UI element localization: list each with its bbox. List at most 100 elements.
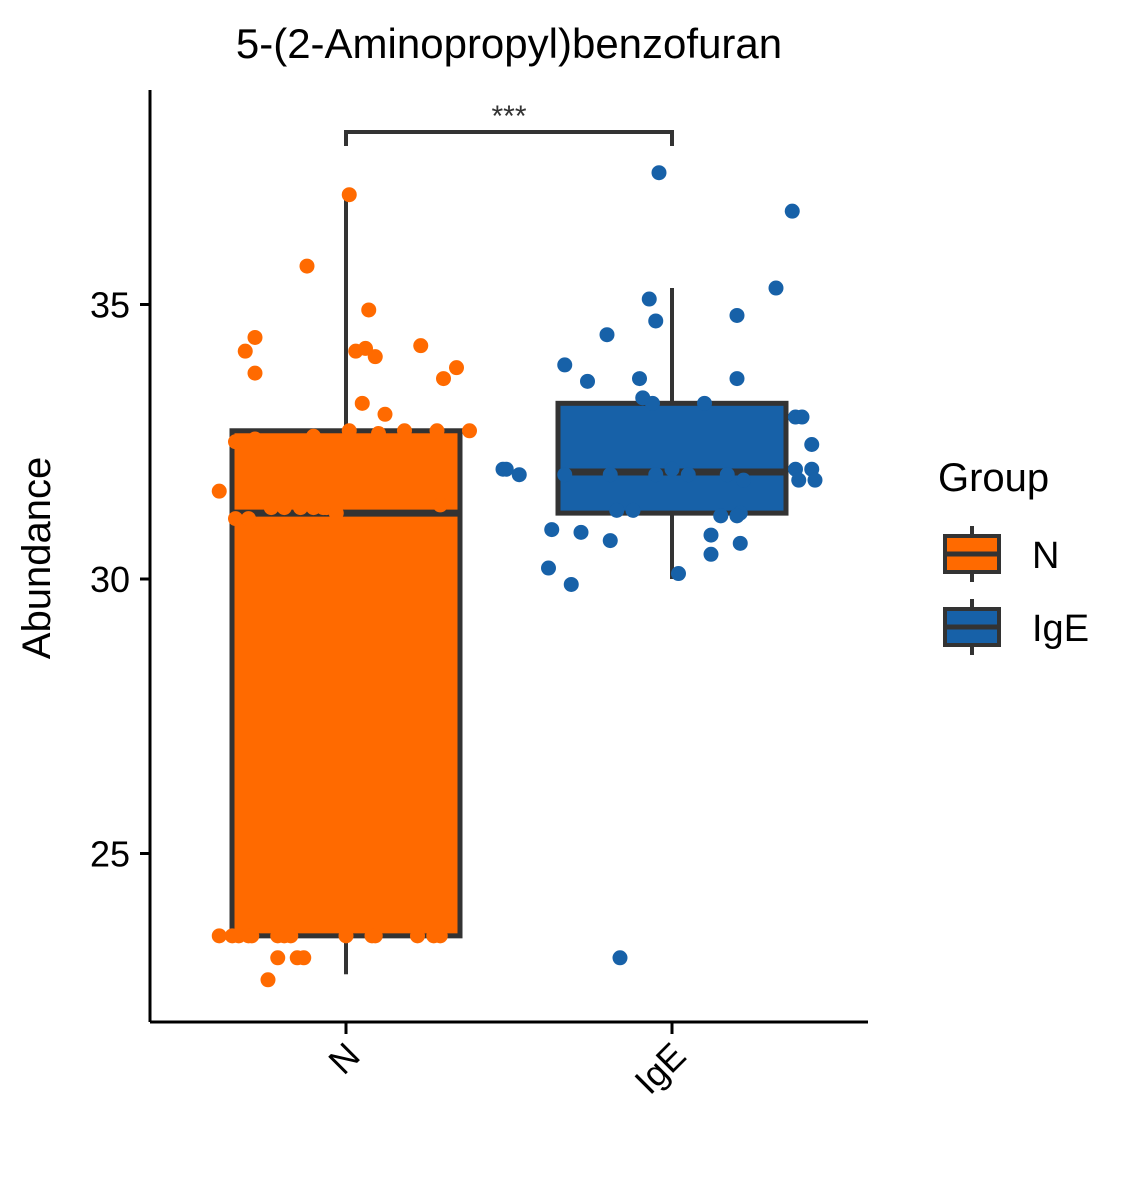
data-point-n [397, 423, 412, 439]
data-point-n [247, 329, 263, 345]
data-point-ige [602, 533, 618, 549]
data-point-ige [541, 560, 556, 576]
significance-bracket: *** [344, 100, 674, 146]
data-point-n [296, 950, 312, 966]
data-point-n [283, 928, 299, 944]
data-point-ige [664, 461, 680, 477]
axes: 25 30 35 N IgE [90, 90, 868, 1102]
box-ige [555, 288, 789, 579]
y-axis-label: Abundance [15, 457, 59, 659]
data-point-ige [648, 313, 664, 329]
data-point-ige [794, 409, 810, 425]
legend: Group N IgE [938, 456, 1089, 655]
data-point-ige [651, 165, 667, 181]
data-point-n [260, 972, 276, 988]
legend-items: N IgE [943, 526, 1089, 655]
data-point-n [367, 928, 383, 944]
data-point-n [410, 928, 425, 944]
y-tick-label: 35 [90, 285, 130, 326]
data-point-n [270, 950, 286, 966]
data-point-ige [784, 203, 800, 219]
data-point-n [361, 302, 377, 318]
data-point-n [247, 365, 263, 381]
data-point-ige [680, 467, 696, 483]
box-body [555, 400, 789, 516]
data-point-ige [768, 280, 784, 296]
chart-title: 5-(2-Aminopropyl)benzofuran [236, 20, 782, 67]
data-point-ige [602, 467, 618, 483]
data-point-ige [732, 535, 748, 551]
data-point-ige [713, 508, 729, 524]
data-point-ige [563, 576, 579, 592]
data-point-ige [791, 472, 807, 488]
significance-bracket-line [344, 130, 674, 146]
data-point-n [263, 500, 279, 516]
data-point-n [436, 371, 451, 387]
y-tick-label: 30 [90, 559, 130, 600]
data-point-ige [573, 524, 589, 540]
box-n [229, 194, 463, 975]
data-point-ige [807, 472, 823, 488]
data-point-n [413, 338, 429, 354]
data-point-n [449, 360, 464, 376]
y-ticks: 25 30 35 [90, 285, 150, 875]
data-point-ige [557, 467, 573, 483]
data-point-n [338, 928, 354, 944]
data-point-ige [729, 371, 745, 387]
data-point-n [354, 395, 370, 411]
data-point-n [432, 497, 448, 513]
data-point-ige [580, 373, 595, 389]
legend-label: N [1032, 535, 1059, 577]
data-point-n [244, 928, 260, 944]
data-point-ige [641, 291, 657, 307]
legend-title: Group [938, 456, 1049, 500]
data-point-n [328, 505, 344, 521]
data-point-n [241, 511, 256, 527]
data-point-n [228, 434, 243, 450]
data-point-ige [719, 467, 735, 483]
data-point-n [341, 187, 357, 203]
data-point-n [276, 500, 292, 516]
data-point-ige [609, 502, 625, 518]
plot-area: *** 25 30 35 N IgE [90, 90, 868, 1102]
data-point-ige [544, 522, 560, 538]
data-point-n [462, 423, 477, 439]
data-point-n [211, 483, 227, 499]
data-point-ige [632, 371, 647, 387]
data-point-ige [703, 527, 719, 543]
points-layer [211, 165, 823, 988]
data-point-ige [729, 508, 745, 524]
data-point-ige [599, 327, 615, 343]
data-point-ige [612, 950, 628, 966]
data-point-ige [703, 546, 719, 562]
data-point-ige [697, 395, 712, 411]
data-point-n [341, 423, 357, 439]
data-point-ige [625, 502, 641, 518]
data-point-ige [729, 307, 745, 323]
data-point-ige [648, 467, 664, 483]
data-point-n [358, 340, 373, 356]
x-tick-label: N [320, 1035, 367, 1082]
boxes-layer [229, 194, 789, 975]
data-point-n [432, 928, 448, 944]
data-point-ige [498, 461, 514, 477]
data-point-n [247, 431, 263, 447]
data-point-ige [635, 390, 651, 406]
data-point-n [299, 258, 315, 274]
x-ticks: N IgE [320, 1022, 694, 1102]
data-point-ige [736, 472, 751, 488]
data-point-ige [804, 436, 820, 452]
data-point-n [429, 423, 445, 439]
significance-label: *** [491, 100, 526, 133]
data-point-n [377, 406, 393, 422]
legend-item-ige: IgE [943, 599, 1089, 655]
data-point-ige [671, 566, 686, 582]
data-point-n [211, 928, 227, 944]
data-point-n [237, 343, 253, 359]
data-point-n [306, 428, 321, 444]
data-point-n [228, 511, 243, 527]
y-tick-label: 25 [90, 834, 130, 875]
data-point-n [293, 500, 308, 516]
legend-item-n: N [943, 526, 1059, 582]
